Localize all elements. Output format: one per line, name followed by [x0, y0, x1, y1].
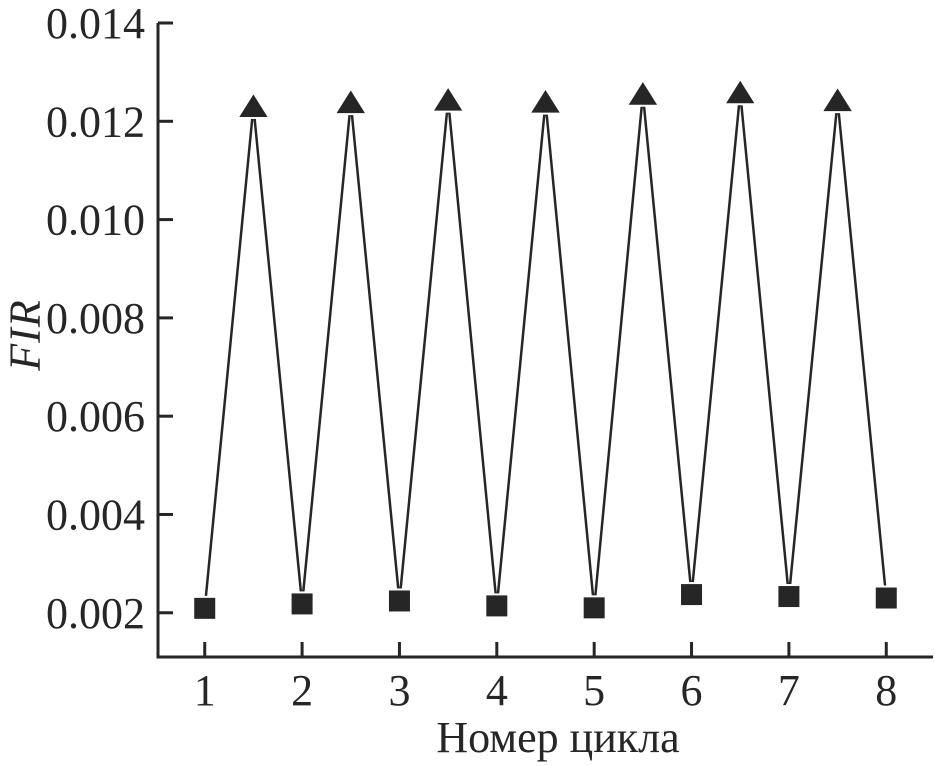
x-tick-label: 5	[583, 666, 605, 715]
data-point-marker-triangle	[723, 77, 758, 106]
x-tick-label: 3	[388, 666, 410, 715]
data-point-marker-triangle	[820, 85, 855, 114]
data-point-marker-triangle	[333, 87, 368, 116]
data-point-marker-square	[873, 585, 899, 611]
y-tick-label: 0.014	[46, 0, 145, 48]
x-tick-label: 1	[194, 666, 216, 715]
y-tick-label: 0.004	[46, 490, 145, 539]
x-axis-title: Номер цикла	[436, 713, 680, 762]
data-point-marker-square	[386, 588, 412, 614]
y-tick-label: 0.012	[46, 97, 145, 146]
x-tick-label: 2	[291, 666, 313, 715]
data-point-marker-square	[289, 591, 315, 617]
data-point-marker-triangle	[236, 91, 271, 120]
y-tick-label: 0.002	[46, 589, 145, 638]
data-point-marker-square	[581, 595, 607, 621]
data-point-marker-triangle	[528, 87, 563, 115]
y-tick-label: 0.006	[46, 392, 145, 441]
data-line	[203, 92, 888, 609]
y-tick-label: 0.008	[46, 294, 145, 343]
data-point-marker-square	[484, 593, 510, 619]
x-tick-label: 6	[681, 666, 703, 715]
data-point-marker-square	[679, 582, 705, 608]
y-tick-label: 0.010	[46, 196, 145, 245]
x-tick-label: 8	[875, 666, 897, 715]
data-point-marker-triangle	[431, 85, 466, 113]
x-tick-label: 7	[778, 666, 800, 715]
axis-frame	[156, 23, 933, 659]
x-tick-label: 4	[486, 666, 508, 715]
y-axis-title: FIR	[0, 299, 50, 371]
data-point-marker-square	[776, 584, 802, 610]
data-point-marker-triangle	[625, 79, 660, 107]
data-point-marker-square	[192, 595, 218, 621]
